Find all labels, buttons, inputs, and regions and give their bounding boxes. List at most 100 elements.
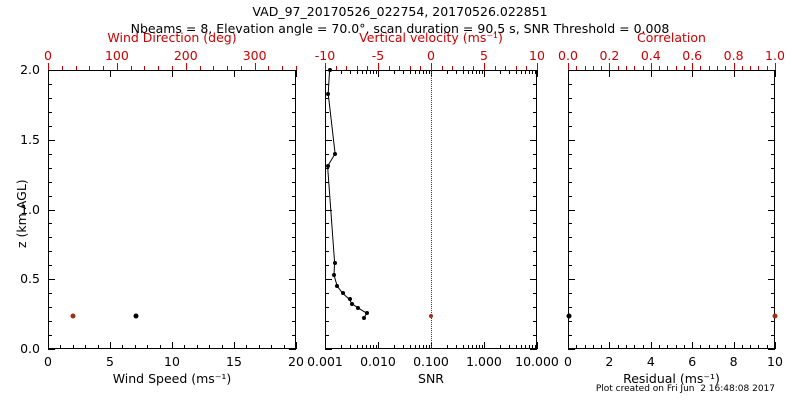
x-minor-tick — [472, 345, 474, 349]
x-minor-tick — [481, 345, 483, 349]
x-minor-tick — [393, 345, 395, 349]
x-minor-tick — [634, 345, 636, 349]
x-minor-tick — [350, 70, 352, 74]
data-point — [772, 313, 778, 319]
y-minor-tick — [48, 153, 52, 155]
zero-reference-line — [431, 70, 432, 349]
y-minor-tick — [568, 237, 572, 239]
x-minor-tick — [122, 345, 124, 349]
x-top-minor-tick — [609, 66, 611, 70]
x-minor-tick — [725, 345, 727, 349]
y-minor-tick — [325, 125, 329, 127]
y-minor-tick — [325, 139, 329, 141]
y-minor-tick — [771, 321, 775, 323]
x-minor-tick — [766, 345, 768, 349]
x-minor-tick — [366, 345, 368, 349]
y-minor-tick — [325, 111, 329, 113]
y-minor-tick — [568, 265, 572, 267]
y-minor-tick — [533, 181, 537, 183]
y-minor-tick — [292, 153, 296, 155]
x-tick-top-mirror — [568, 70, 569, 77]
y-minor-tick — [771, 293, 775, 295]
y-minor-tick — [771, 335, 775, 337]
y-minor-tick — [48, 139, 52, 141]
y-minor-tick — [292, 111, 296, 113]
data-point — [70, 313, 76, 319]
x-minor-tick — [750, 345, 752, 349]
y-minor-tick — [568, 293, 572, 295]
y-minor-tick — [292, 279, 296, 281]
x-top-minor-tick — [116, 66, 118, 70]
x-minor-tick — [350, 345, 352, 349]
x-top-axis-title: Correlation — [637, 30, 706, 45]
y-minor-tick — [533, 279, 537, 281]
x-top-minor-tick — [601, 66, 603, 70]
y-minor-tick — [771, 181, 775, 183]
y-minor-tick — [325, 209, 329, 211]
y-minor-tick — [292, 237, 296, 239]
x-tick-label: 0.100 — [413, 354, 449, 369]
y-minor-tick — [568, 153, 572, 155]
y-minor-tick — [771, 279, 775, 281]
y-minor-tick — [48, 251, 52, 253]
y-minor-tick — [48, 293, 52, 295]
x-top-minor-tick — [335, 66, 337, 70]
y-minor-tick — [292, 223, 296, 225]
x-tick-label: 8 — [729, 354, 738, 369]
y-minor-tick — [48, 307, 52, 309]
y-minor-tick — [325, 279, 329, 281]
y-minor-tick — [771, 251, 775, 253]
x-minor-tick — [403, 345, 405, 349]
y-minor-tick — [771, 153, 775, 155]
x-top-minor-tick — [441, 66, 443, 70]
y-minor-tick — [325, 195, 329, 197]
x-minor-tick — [675, 345, 677, 349]
y-minor-tick — [568, 335, 572, 337]
x-tick-label: 20 — [288, 354, 304, 369]
y-minor-tick — [292, 97, 296, 99]
x-top-tick-label: 0.6 — [682, 48, 703, 63]
y-tick-label: 0.0 — [20, 341, 40, 356]
x-axis-title: Residual (ms⁻¹) — [623, 371, 720, 386]
x-top-minor-tick — [473, 66, 475, 70]
data-point — [333, 151, 338, 156]
x-top-minor-tick — [484, 66, 485, 70]
x-minor-tick — [584, 345, 586, 349]
x-top-minor-tick — [431, 66, 432, 70]
x-tick-top-mirror — [325, 70, 326, 77]
x-minor-tick — [700, 345, 702, 349]
x-minor-tick — [221, 345, 223, 349]
x-minor-tick — [515, 345, 517, 349]
x-top-tick-label: 0.8 — [723, 48, 744, 63]
x-minor-tick — [568, 345, 569, 349]
y-tick-label: 0.5 — [20, 271, 40, 287]
x-minor-tick — [521, 345, 523, 349]
x-minor-tick — [340, 70, 342, 74]
y-minor-tick — [48, 167, 52, 169]
y-minor-tick — [48, 223, 52, 225]
x-top-minor-tick — [378, 66, 379, 70]
x-tick-label: 10 — [164, 354, 180, 369]
x-minor-tick — [499, 345, 501, 349]
y-minor-tick — [771, 195, 775, 197]
y-minor-tick — [568, 111, 572, 113]
x-top-tick-label: 0.2 — [599, 48, 620, 63]
x-minor-tick — [667, 345, 669, 349]
x-top-minor-tick — [725, 66, 727, 70]
y-minor-tick — [48, 111, 52, 113]
y-minor-tick — [48, 321, 52, 323]
x-top-minor-tick — [625, 66, 627, 70]
x-minor-tick — [48, 345, 49, 349]
data-point — [364, 311, 369, 316]
y-minor-tick — [568, 279, 572, 281]
x-top-minor-tick — [537, 66, 538, 70]
x-top-tick-label: -5 — [371, 48, 385, 63]
x-top-minor-tick — [717, 66, 719, 70]
x-tick-label: 5 — [106, 354, 114, 369]
y-minor-tick — [533, 293, 537, 295]
x-top-minor-tick — [452, 66, 454, 70]
x-tick-top-mirror — [484, 70, 485, 77]
y-minor-tick — [48, 335, 52, 337]
y-minor-tick — [325, 223, 329, 225]
y-minor-tick — [771, 237, 775, 239]
